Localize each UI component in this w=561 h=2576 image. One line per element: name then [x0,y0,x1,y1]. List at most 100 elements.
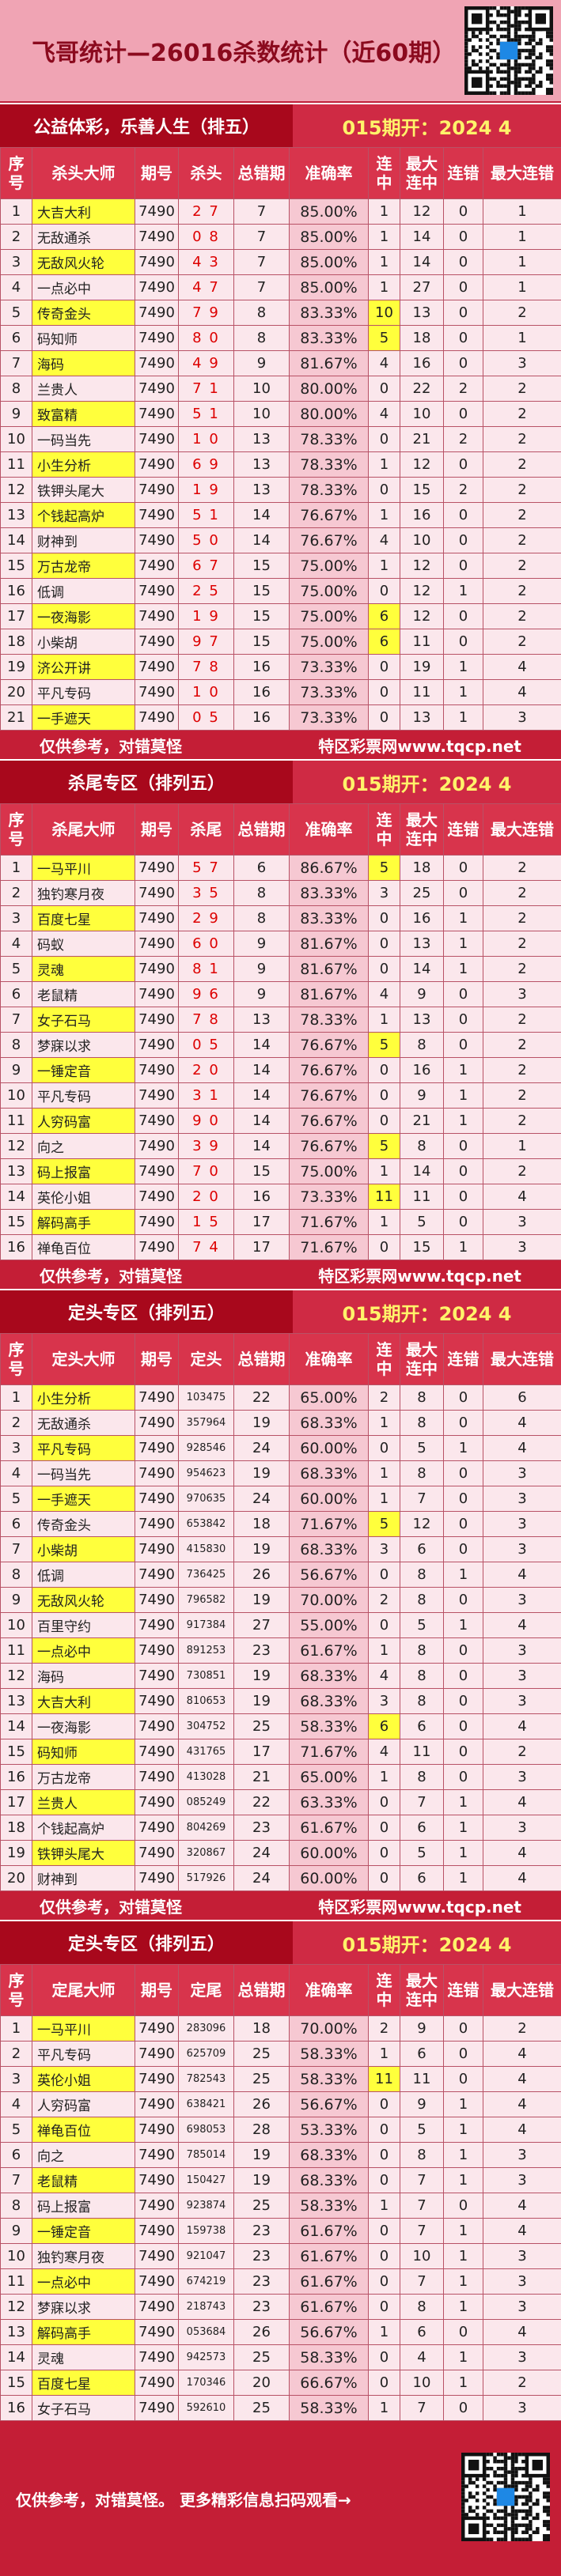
table-issue: 015期开：2024 4 [293,1290,561,1333]
table-cell: 65.00% [289,1764,369,1790]
data-row: 14 灵魂 7490 942573 25 58.33% 0 4 1 3 [0,2344,561,2370]
table-cell: 8 [233,325,290,351]
qr-module [525,2516,529,2521]
table-cell: 16 [400,1057,444,1083]
table-cell: 15 [233,553,290,579]
qr-module [499,27,504,32]
table-cell: 6 [400,1865,444,1891]
qr-module [496,2509,501,2514]
table-cell: 25 [233,2041,290,2067]
qr-module [500,2523,504,2528]
table-cell: 6 [0,325,32,351]
table-cell: 7490 [135,2167,179,2193]
qr-module [532,66,536,70]
data-row: 4 码蚁 7490 6 0 9 81.67% 0 13 1 2 [0,931,561,957]
table-cell: 2 [0,880,32,906]
table-cell: 5 7 [178,855,234,881]
table-cell: 0 [368,1562,400,1588]
qr-module [514,2473,518,2478]
footer-site: 特区彩票网www.tqcp.net [318,736,521,756]
qr-module [468,2477,472,2481]
qr-module [532,2516,536,2521]
qr-module [496,52,500,56]
table-cell: 73.33% [289,654,369,680]
qr-module [489,91,493,95]
table-cell: 26 [233,2319,290,2345]
table-cell: 4 [483,654,561,680]
table-cell: 13 [400,704,444,731]
table-cell: 海码 [32,1663,135,1689]
table-cell: 7490 [135,603,179,629]
column-header: 序号 [0,1333,32,1385]
qr-module [525,62,529,67]
qr-module [471,77,483,89]
table-cell: 11 [0,451,32,478]
data-row: 3 百度七星 7490 2 9 8 83.33% 0 16 1 2 [0,905,561,931]
table-cell: 11 [0,1637,32,1664]
table-cell: 7490 [135,274,179,300]
table-cell: 1 [368,1007,400,1033]
qr-module [471,62,476,67]
table-cell: 55.00% [289,1612,369,1638]
table-cell: 7 [233,249,290,275]
table-cell: 1 [368,502,400,528]
table-cell: 12 [400,198,444,225]
table-cell: 7490 [135,2041,179,2067]
qr-module [521,2537,525,2541]
qr-module [549,81,553,85]
data-row: 11 一点必中 7490 891253 23 61.67% 1 8 0 3 [0,1637,561,1664]
qr-module [525,2499,529,2502]
data-row: 8 低调 7490 736425 26 56.67% 0 8 1 4 [0,1562,561,1588]
table-cell: 56.67% [289,1562,369,1588]
table-cell: 730851 [178,1663,234,1689]
column-header: 最大连中 [400,147,444,199]
table-cell: 24 [233,1865,290,1891]
table-cell: 7490 [135,679,179,705]
table-cell: 14 [233,502,290,528]
table-cell: 58.33% [289,2066,369,2092]
table-cell: 7490 [135,451,179,478]
header-row: 序号 定头大师 期号 定头 总错期 准确率 连中 最大连中 连错 最大连错 [0,1333,561,1385]
table-cell: 638421 [178,2091,234,2117]
qr-module [529,2537,533,2541]
table-cell: 1 [368,249,400,275]
qr-module [486,2523,490,2528]
table-cell: 3 [483,1486,561,1512]
page-title: 飞哥统计—26016杀数统计（近60期） [32,40,457,67]
table-cell: 4 [400,2344,444,2370]
qr-module [493,2530,497,2535]
table-cell: 14 [233,1133,290,1159]
qr-module [514,2516,518,2521]
table-cell: 8 [400,1587,444,1613]
table-cell: 0 [368,704,400,731]
table-cell: 3 [483,2344,561,2370]
table-cell: 3 [483,2243,561,2269]
qr-module [514,70,518,74]
table-cell: 4 [368,401,400,427]
table-cell: 14 [233,1057,290,1083]
table-cell: 70.00% [289,1587,369,1613]
table-cell: 0 [368,1865,400,1891]
table-cell: 83.33% [289,905,369,931]
footer-text: 仅供参考，对错莫怪。 更多精彩信息扫码观看→ [16,2490,351,2510]
table-cell: 3 [368,880,400,906]
table-cell: 0 [368,1789,400,1815]
qr-module [464,59,468,63]
table-cell: 0 [443,1663,483,1689]
table-cell: 7 1 [178,376,234,402]
qr-module [464,2499,468,2502]
table-cell: 1 [483,249,561,275]
qr-module [546,2523,550,2528]
qr-module [461,2495,465,2499]
table-cell: 1 [443,2117,483,2143]
qr-module [525,2513,529,2517]
table-cell: 1 [368,2395,400,2421]
end-footer: 仅供参考，对错莫怪。 更多精彩信息扫码观看→ [0,2421,561,2576]
table-cell: 0 [443,1007,483,1033]
qr-module [528,77,533,81]
qr-module [514,2466,518,2471]
table-cell: 14 [400,1158,444,1184]
qr-module [517,2466,522,2471]
table-cell: 0 [368,2268,400,2295]
table-cell: 3 [483,981,561,1007]
